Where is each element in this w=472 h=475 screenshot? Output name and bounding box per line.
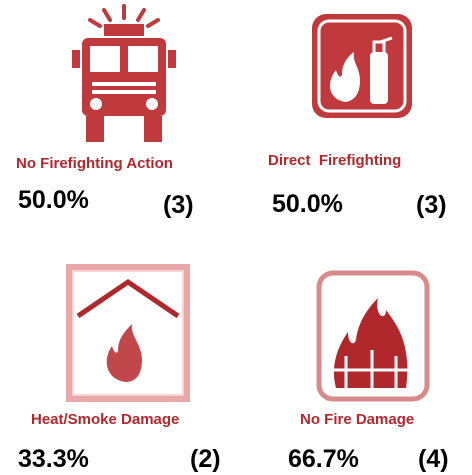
- item-count: (3): [163, 191, 194, 219]
- item-count: (2): [190, 445, 221, 473]
- item-percent: 50.0%: [18, 186, 89, 214]
- item-percent: 50.0%: [272, 190, 343, 218]
- no-fire-damage-icon: [316, 270, 430, 402]
- item-label: Direct Firefighting: [268, 152, 402, 169]
- heat-smoke-icon: [66, 264, 190, 402]
- fire-truck-icon: [72, 4, 176, 142]
- item-percent: 66.7%: [288, 445, 359, 473]
- item-percent: 33.3%: [18, 445, 89, 473]
- item-label: Heat/Smoke Damage: [31, 411, 180, 428]
- item-count: (3): [416, 191, 447, 219]
- item-label: No Fire Damage: [300, 411, 415, 428]
- extinguisher-icon: [312, 14, 412, 118]
- item-count: (4): [418, 445, 449, 473]
- item-label: No Firefighting Action: [16, 155, 173, 172]
